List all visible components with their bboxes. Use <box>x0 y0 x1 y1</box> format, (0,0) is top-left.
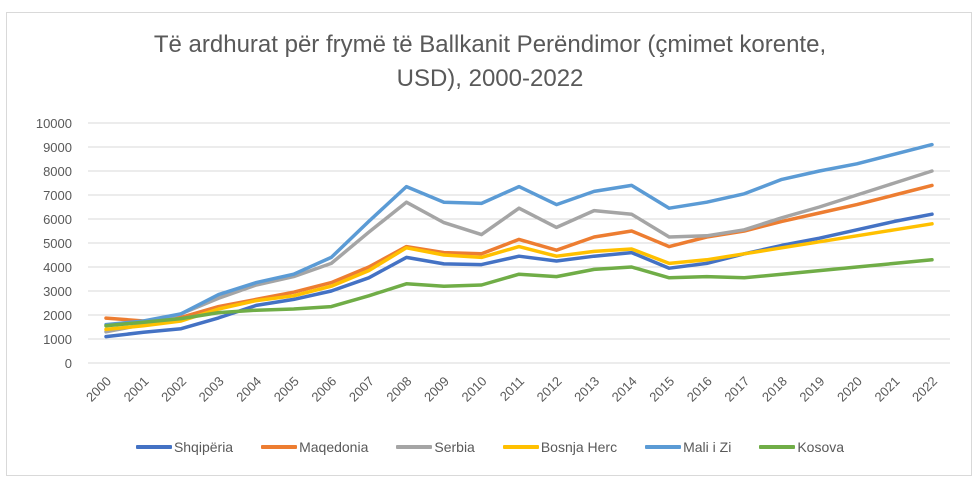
legend-swatch-icon <box>261 445 298 449</box>
y-tick-label: 7000 <box>43 188 72 203</box>
legend-label: Maqedonia <box>299 439 369 455</box>
y-axis-labels: 0 1000 2000 3000 4000 5000 6000 7000 8000 9000 100… <box>36 116 72 371</box>
legend-swatch-icon <box>645 445 682 449</box>
data-series-lines <box>104 142 934 339</box>
y-tick-label: 0 <box>65 356 72 371</box>
x-tick-label: 2009 <box>421 374 452 405</box>
series-line-kosova <box>104 258 934 328</box>
x-tick-label: 2011 <box>497 374 527 404</box>
x-tick-label: 2019 <box>796 374 827 405</box>
legend-swatch-icon <box>502 445 539 449</box>
y-tick-label: 10000 <box>36 116 72 131</box>
x-tick-label: 2013 <box>571 374 602 405</box>
legend-label: Kosova <box>797 439 845 455</box>
x-axis-labels: 2000 2001 2002 2003 2004 2005 2006 2007 2008 2009… <box>83 374 940 405</box>
y-tick-label: 9000 <box>43 140 72 155</box>
legend-item-bosnja-herc: Bosnja Herc <box>502 439 618 455</box>
legend-swatch-icon <box>135 445 172 449</box>
y-tick-label: 4000 <box>43 260 72 275</box>
legend-swatch-icon <box>759 445 796 449</box>
y-tick-label: 3000 <box>43 284 72 299</box>
x-tick-label: 2022 <box>909 374 940 405</box>
x-tick-label: 2003 <box>196 374 227 405</box>
x-tick-label: 2018 <box>759 374 790 405</box>
x-tick-label: 2016 <box>684 374 715 405</box>
y-tick-label: 8000 <box>43 164 72 179</box>
x-tick-label: 2000 <box>83 374 114 405</box>
x-tick-label: 2012 <box>534 374 565 405</box>
x-tick-label: 2017 <box>721 374 752 405</box>
x-tick-label: 2010 <box>459 374 490 405</box>
y-tick-label: 5000 <box>43 236 72 251</box>
legend-label: Serbia <box>434 439 475 455</box>
legend-label: Mali i Zi <box>683 439 732 455</box>
x-tick-label: 2002 <box>158 374 189 405</box>
y-tick-label: 1000 <box>43 332 72 347</box>
chart-title-line-1: Të ardhurat për frymë të Ballkanit Perën… <box>153 31 827 58</box>
x-tick-label: 2015 <box>646 374 677 405</box>
x-tick-label: 2020 <box>834 374 865 405</box>
x-tick-label: 2021 <box>872 374 903 405</box>
x-tick-label: 2005 <box>271 374 302 405</box>
x-tick-label: 2008 <box>383 374 414 405</box>
x-tick-label: 2001 <box>121 374 152 405</box>
chart-legend: Shqipëria Maqedonia Serbia Bosnja Herc M… <box>0 436 980 458</box>
legend-item-maqedonia: Maqedonia <box>261 439 368 455</box>
series-line-maqedonia <box>104 183 934 323</box>
series-line-serbia <box>104 169 934 334</box>
x-tick-label: 2007 <box>346 374 377 405</box>
legend-swatch-icon <box>396 445 433 449</box>
x-tick-label: 2004 <box>233 374 264 405</box>
legend-item-mali-i-zi: Mali i Zi <box>645 439 731 455</box>
legend-label: Bosnja Herc <box>540 439 618 455</box>
x-tick-label: 2014 <box>609 374 640 405</box>
y-tick-label: 6000 <box>43 212 72 227</box>
legend-item-serbia: Serbia <box>396 439 475 455</box>
chart-title-line-2: USD), 2000-2022 <box>396 65 584 92</box>
legend-item-shqiperia: Shqipëria <box>135 439 234 455</box>
chart-title: Të ardhurat për frymë të Ballkanit Perën… <box>0 28 980 96</box>
legend-label: Shqipëria <box>173 439 234 455</box>
y-tick-label: 2000 <box>43 308 72 323</box>
series-line-mali-i-zi <box>104 142 934 327</box>
series-line-bosnja-herc <box>104 222 934 332</box>
x-tick-label: 2006 <box>308 374 339 405</box>
legend-item-kosova: Kosova <box>759 439 844 455</box>
